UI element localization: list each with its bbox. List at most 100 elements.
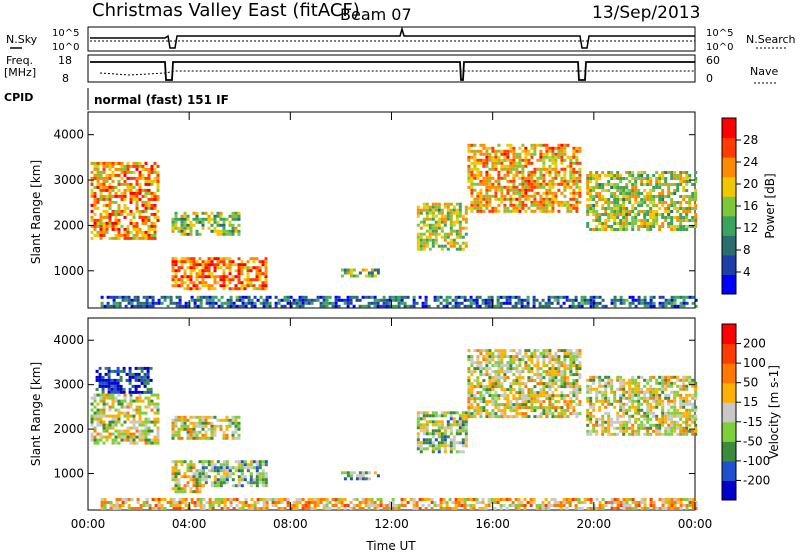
power-echo-cell <box>192 263 196 267</box>
velocity-echo-cell <box>554 400 558 404</box>
power-echo-cell <box>586 207 590 210</box>
velocity-echo-cell <box>622 432 626 436</box>
velocity-echo-cell <box>500 352 504 356</box>
power-echo-cell <box>670 295 674 299</box>
velocity-echo-cell <box>428 414 432 418</box>
power-echo-cell <box>470 161 474 165</box>
velocity-echo-cell <box>679 399 683 403</box>
velocity-echo-cell <box>175 507 179 510</box>
velocity-echo-cell <box>551 364 555 368</box>
velocity-echo-cell <box>536 373 540 377</box>
power-echo-cell <box>135 164 139 168</box>
power-echo-cell <box>243 263 247 267</box>
power-echo-cell <box>572 191 576 195</box>
power-echo-cell <box>577 304 581 308</box>
velocity-echo-cell <box>560 370 564 374</box>
power-echo-cell <box>496 298 500 302</box>
velocity-echo-cell <box>373 507 377 510</box>
power-echo-cell <box>186 226 190 230</box>
power-echo-cell <box>144 161 148 165</box>
velocity-echo-cell <box>685 423 689 427</box>
velocity-echo-cell <box>361 474 365 478</box>
power-echo-cell <box>509 209 513 213</box>
velocity-echo-cell <box>533 364 537 368</box>
power-echo-cell <box>598 177 602 180</box>
power-echo-cell <box>521 185 525 189</box>
velocity-echo-cell <box>604 420 608 424</box>
power-echo-cell <box>111 200 115 204</box>
power-echo-cell <box>186 232 190 236</box>
velocity-echo-cell <box>124 498 128 501</box>
power-echo-cell <box>108 182 112 186</box>
velocity-echo-cell <box>628 387 632 391</box>
velocity-echo-cell <box>548 361 552 365</box>
velocity-echo-cell <box>622 405 626 409</box>
velocity-echo-cell <box>425 438 429 442</box>
power-echo-cell <box>264 275 268 279</box>
velocity-echo-cell <box>443 414 447 418</box>
velocity-echo-cell <box>102 423 106 427</box>
velocity-echo-cell <box>661 411 665 415</box>
velocity-echo-cell <box>610 378 614 382</box>
velocity-echo-cell <box>201 421 205 425</box>
power-echo-cell <box>625 192 629 195</box>
velocity-echo-cell <box>419 411 423 415</box>
power-echo-cell <box>210 275 214 279</box>
power-echo-cell <box>264 266 268 270</box>
power-echo-cell <box>667 222 671 225</box>
velocity-echo-cell <box>500 382 504 386</box>
power-echo-cell <box>141 209 145 213</box>
velocity-echo-cell <box>554 394 558 398</box>
velocity-echo-cell <box>518 358 522 362</box>
velocity-echo-cell <box>539 400 543 404</box>
power-echo-cell <box>264 260 268 264</box>
velocity-echo-cell <box>506 400 510 404</box>
velocity-echo-cell <box>184 504 188 507</box>
velocity-echo-cell <box>108 432 112 436</box>
velocity-echo-cell <box>500 388 504 392</box>
power-echo-cell <box>488 203 492 207</box>
power-echo-cell <box>117 230 121 234</box>
velocity-echo-cell <box>181 498 185 501</box>
velocity-echo-cell <box>664 393 668 397</box>
velocity-echo-cell <box>238 507 242 510</box>
velocity-echo-cell <box>274 501 278 504</box>
power-echo-cell <box>150 164 154 168</box>
power-echo-cell <box>144 230 148 234</box>
velocity-echo-cell <box>391 504 395 507</box>
velocity-echo-cell <box>679 387 683 391</box>
power-echo-cell <box>102 188 106 192</box>
velocity-echo-cell <box>679 432 683 436</box>
power-echo-cell <box>105 209 109 213</box>
velocity-echo-cell <box>118 507 122 510</box>
power-echo-cell <box>141 233 145 237</box>
power-echo-cell <box>246 269 250 273</box>
velocity-echo-cell <box>625 426 629 430</box>
power-echo-cell <box>424 301 428 305</box>
velocity-echo-cell <box>649 411 653 415</box>
power-echo-cell <box>322 301 326 305</box>
velocity-echo-cell <box>467 391 471 395</box>
velocity-echo-cell <box>578 352 582 356</box>
velocity-echo-cell <box>691 396 695 400</box>
velocity-echo-cell <box>95 369 99 373</box>
power-echo-cell <box>424 298 428 302</box>
velocity-echo-cell <box>554 355 558 359</box>
power-echo-cell <box>255 278 259 282</box>
power-echo-cell <box>682 225 686 228</box>
velocity-echo-cell <box>563 385 567 389</box>
power-echo-cell <box>93 233 97 237</box>
power-echo-cell <box>545 209 549 213</box>
power-echo-cell <box>604 213 608 216</box>
power-echo-cell <box>136 301 140 305</box>
velocity-echo-cell <box>491 415 495 419</box>
velocity-echo-cell <box>466 504 470 507</box>
power-echo-cell <box>545 194 549 198</box>
velocity-echo-cell <box>473 385 477 389</box>
power-echo-cell <box>243 266 247 270</box>
power-echo-cell <box>679 213 683 216</box>
velocity-echo-cell <box>102 426 106 430</box>
velocity-echo-cell <box>643 393 647 397</box>
power-echo-cell <box>397 304 401 308</box>
power-echo-cell <box>646 219 650 222</box>
